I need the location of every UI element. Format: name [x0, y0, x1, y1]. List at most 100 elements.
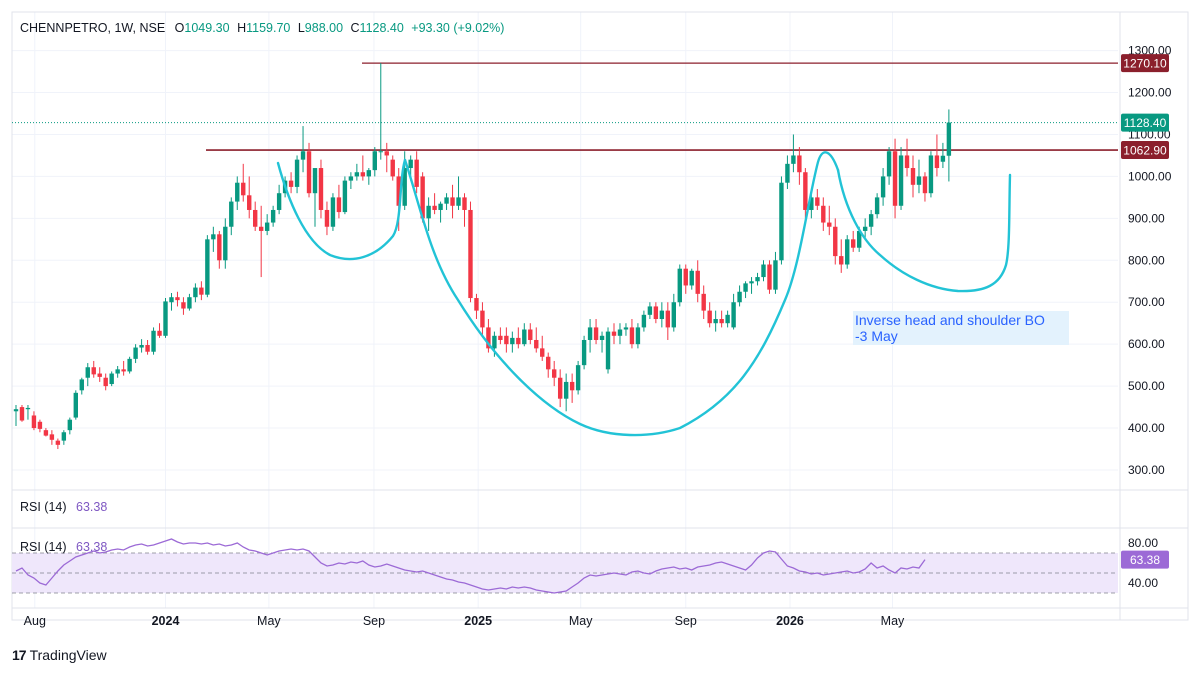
- candle-body: [306, 151, 312, 194]
- candle-body: [552, 369, 557, 378]
- candle-body: [743, 283, 748, 292]
- candle-body: [946, 122, 952, 156]
- candle-body: [163, 301, 168, 336]
- x-tick-label: 2026: [776, 614, 804, 628]
- candle-body: [378, 151, 383, 153]
- low-label: L: [297, 21, 305, 35]
- candle-body: [258, 226, 264, 231]
- candle-body: [19, 407, 25, 421]
- tradingview-logo-icon: 17: [12, 647, 27, 663]
- candle-body: [205, 239, 210, 295]
- candle-body: [528, 329, 533, 340]
- candle-body: [892, 151, 898, 206]
- candle-body: [55, 440, 61, 445]
- high-label: H: [237, 21, 247, 35]
- candle-body: [862, 226, 868, 231]
- candle-body: [928, 155, 934, 194]
- candle-body: [886, 151, 892, 177]
- candle-body: [593, 327, 599, 340]
- candle-body: [49, 434, 55, 440]
- candle-body: [940, 155, 946, 162]
- candle-body: [253, 209, 258, 227]
- rsi-tick-label: 80.00: [1128, 536, 1158, 550]
- candle-body: [761, 264, 766, 278]
- last-price-badge: [1121, 113, 1169, 132]
- candle-body: [330, 197, 336, 227]
- rsi-value-badge-text: 63.38: [1130, 553, 1160, 567]
- candle-body: [725, 314, 730, 324]
- candle-body: [199, 287, 204, 295]
- candle-body: [270, 209, 276, 223]
- candle-body: [522, 329, 527, 345]
- candle-body: [324, 209, 330, 227]
- candle-body: [115, 369, 120, 374]
- candle-body: [922, 176, 928, 194]
- candle-body: [450, 197, 455, 206]
- candle-body: [13, 409, 19, 412]
- candle-body: [569, 381, 575, 391]
- candle-body: [67, 419, 73, 431]
- y-tick-label: 400.00: [1128, 421, 1165, 435]
- candles: [13, 63, 952, 450]
- y-tick-label: 900.00: [1128, 211, 1165, 225]
- y-tick-label: 700.00: [1128, 295, 1165, 309]
- candle-body: [151, 330, 156, 352]
- candle-body: [169, 297, 174, 303]
- candle-body: [103, 377, 108, 387]
- candle-body: [689, 270, 694, 286]
- candle-body: [809, 197, 814, 210]
- candle-body: [581, 339, 587, 366]
- tradingview-brand[interactable]: 17 TradingView: [12, 647, 107, 663]
- candle-body: [420, 176, 425, 219]
- candle-body: [516, 337, 521, 345]
- candle-body: [563, 381, 569, 399]
- pattern-curves: [276, 151, 1012, 437]
- rsi-value: 63.38: [76, 500, 108, 514]
- candle-body: [402, 168, 407, 206]
- candle-body: [294, 159, 300, 187]
- candle-body: [653, 306, 659, 320]
- candle-body: [605, 331, 611, 370]
- candle-body: [31, 415, 37, 429]
- candle-body: [43, 430, 49, 436]
- high-value: 1159.70: [246, 21, 291, 35]
- candle-body: [25, 407, 31, 410]
- x-tick-label: Aug: [24, 614, 46, 628]
- y-tick-label: 500.00: [1128, 379, 1165, 393]
- candle-body: [133, 347, 138, 359]
- rsi-line: [15, 538, 926, 594]
- candle-body: [504, 335, 509, 345]
- candle-body: [659, 310, 665, 320]
- rsi-value-badge: [1121, 550, 1169, 569]
- change-value: +93.30 (+9.02%): [411, 21, 505, 35]
- candle-body: [785, 163, 790, 183]
- candle-body: [587, 327, 593, 340]
- candle-body: [779, 182, 784, 261]
- level-badge-1270-text: 1270.10: [1123, 57, 1167, 71]
- candle-body: [874, 197, 880, 215]
- candle-body: [145, 345, 150, 352]
- candle-body: [432, 205, 437, 210]
- candle-body: [247, 195, 252, 210]
- right-shoulder-curve: [836, 168, 1012, 293]
- candle-body: [880, 176, 886, 198]
- candle-body: [342, 180, 348, 213]
- candle-body: [264, 222, 270, 231]
- symbol-label: CHENNPETRO, 1W, NSE: [20, 21, 166, 35]
- head-curve: [403, 151, 840, 437]
- candle-body: [462, 197, 467, 210]
- candle-body: [635, 327, 641, 345]
- candle-body: [85, 367, 90, 378]
- candle-body: [61, 432, 67, 441]
- open-label: O: [174, 21, 185, 35]
- candle-body: [851, 239, 856, 248]
- candle-body: [599, 335, 605, 340]
- y-tick-label: 1300.00: [1128, 44, 1172, 58]
- candle-body: [665, 310, 671, 328]
- x-tick-label: May: [881, 614, 905, 628]
- candle-body: [767, 264, 772, 290]
- rsi-title: RSI (14): [20, 500, 67, 514]
- candle-body: [815, 197, 820, 206]
- axes: 1300.001200.001100.001000.00900.00800.00…: [24, 44, 1172, 628]
